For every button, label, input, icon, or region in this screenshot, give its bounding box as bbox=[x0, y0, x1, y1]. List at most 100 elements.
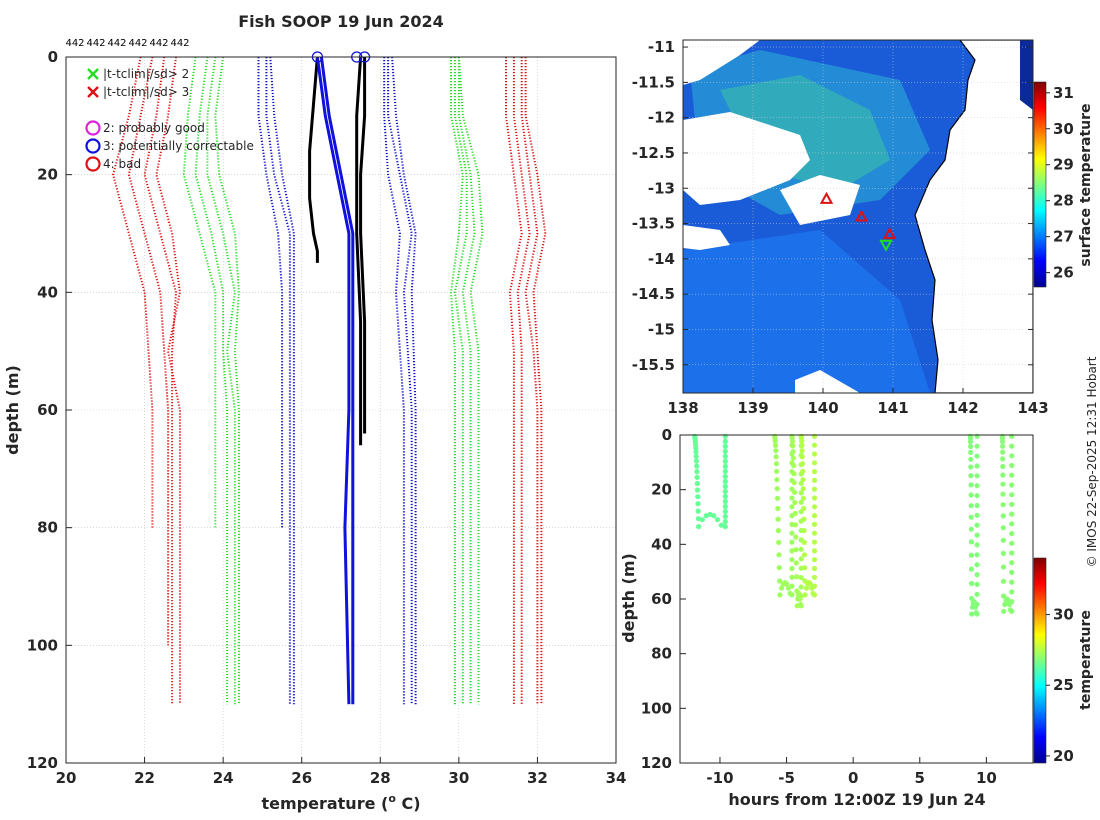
x-tick-label: 26 bbox=[291, 769, 312, 787]
cast-point bbox=[968, 473, 974, 479]
series-clim-mean-high-a bbox=[383, 57, 405, 705]
cast-point bbox=[974, 453, 980, 459]
map-colorbar bbox=[1033, 81, 1047, 288]
cast-point bbox=[789, 495, 795, 501]
series-clim-2sd-high-d bbox=[457, 56, 484, 705]
x-tick-label: 30 bbox=[448, 769, 469, 787]
legend-circle-marker bbox=[85, 120, 101, 136]
cast-point bbox=[811, 504, 818, 510]
cast-point bbox=[811, 469, 818, 475]
cast-point bbox=[1009, 569, 1015, 576]
cast-point bbox=[1000, 578, 1007, 584]
cast-point bbox=[798, 490, 804, 496]
cast-point bbox=[802, 592, 808, 598]
depth-time-xlabel: hours from 12:00Z 19 Jun 24 bbox=[728, 790, 985, 809]
map-land-fill-dark bbox=[1020, 40, 1033, 110]
map-cloud-5 bbox=[795, 370, 860, 393]
map-cbar-tick-label: 31 bbox=[1053, 84, 1074, 102]
cast-point bbox=[775, 505, 781, 512]
cast-point bbox=[789, 548, 795, 554]
map-axes-box bbox=[682, 39, 1034, 394]
cast-point bbox=[968, 449, 974, 455]
cast-point bbox=[791, 463, 797, 469]
dt-x-tick-label: 5 bbox=[915, 769, 925, 787]
dt-y-tick-label: 40 bbox=[651, 535, 672, 553]
cast-point bbox=[722, 483, 728, 490]
cast-point bbox=[802, 565, 808, 571]
depth-time-points bbox=[692, 433, 1015, 617]
map-x-tick-label: 143 bbox=[1017, 399, 1048, 417]
cast-point bbox=[1009, 443, 1015, 449]
cast-point bbox=[1009, 589, 1015, 595]
map-x-tick-label: 141 bbox=[877, 399, 908, 417]
cast-point bbox=[811, 442, 818, 448]
cast-point bbox=[694, 480, 700, 487]
cast-point bbox=[772, 438, 778, 444]
cast-point bbox=[792, 510, 798, 516]
x-tick-label: 32 bbox=[527, 769, 548, 787]
cast-point bbox=[695, 516, 702, 522]
cast-point bbox=[1000, 456, 1006, 462]
legend-x-marker bbox=[87, 86, 99, 98]
cast-point bbox=[1000, 463, 1006, 470]
header-label: 442 bbox=[149, 38, 168, 49]
header-label: 442 bbox=[86, 38, 105, 49]
profile-series bbox=[112, 56, 547, 705]
cast-point bbox=[1009, 540, 1015, 546]
cast-point bbox=[695, 494, 701, 500]
cast-point bbox=[811, 574, 818, 580]
cast-point bbox=[974, 532, 980, 538]
temperature-colorbar-ticks: 20 25 30 bbox=[1046, 606, 1074, 765]
cast-point bbox=[811, 548, 818, 554]
cast-point bbox=[1000, 513, 1006, 519]
cast-point bbox=[974, 512, 980, 518]
x-tick-label: 28 bbox=[370, 769, 391, 787]
cast-point bbox=[722, 488, 728, 495]
dt-y-tick-label: 0 bbox=[662, 426, 672, 444]
cast-point bbox=[693, 453, 699, 459]
cast-point bbox=[811, 460, 818, 466]
cast-point bbox=[1009, 453, 1015, 459]
cast-point bbox=[791, 480, 797, 486]
map-cloud-4 bbox=[683, 225, 730, 250]
cast-point bbox=[968, 514, 974, 520]
y-tick-label: 60 bbox=[37, 401, 58, 419]
cast-point bbox=[793, 534, 799, 540]
cast-point bbox=[801, 528, 807, 534]
legend-circle-marker bbox=[85, 138, 101, 154]
legend-label: 3: potentially correctable bbox=[103, 139, 254, 153]
temperature-colorbar bbox=[1033, 557, 1047, 764]
y-tick-label: 0 bbox=[48, 48, 58, 66]
map-cbar-tick-label: 28 bbox=[1053, 192, 1074, 210]
cast-point bbox=[784, 581, 790, 587]
cast-point bbox=[722, 458, 728, 464]
map-marker-triangle-up bbox=[882, 227, 897, 240]
cast-point bbox=[800, 461, 806, 467]
cast-point bbox=[974, 542, 980, 548]
temp-cbar-tick-label: 25 bbox=[1053, 676, 1074, 694]
cast-point bbox=[696, 524, 702, 530]
cast-point bbox=[974, 463, 980, 469]
cast-point bbox=[693, 449, 699, 455]
cast-point bbox=[798, 556, 804, 562]
dt-x-tick-label: 10 bbox=[976, 769, 997, 787]
series-clim-2sd-high-a bbox=[449, 57, 464, 705]
cast-point bbox=[1000, 443, 1006, 449]
cast-point bbox=[722, 503, 728, 510]
map-ticks: 138 139 140 141 142 143 -11 -11.5 -12 -12.5 -13 -13… bbox=[632, 38, 1049, 417]
cast-point bbox=[775, 516, 781, 522]
cast-point bbox=[694, 463, 700, 469]
series-clim-mean-high-c bbox=[391, 56, 417, 705]
map-x-tick-label: 138 bbox=[667, 399, 698, 417]
profile-ylabel: depth (m) bbox=[3, 365, 22, 455]
map-cbar-tick-label: 30 bbox=[1053, 120, 1074, 138]
legend-label: |t-tclim|/sd> 2 bbox=[103, 67, 189, 81]
cast-point bbox=[1009, 608, 1015, 614]
series-profile-2 bbox=[315, 56, 351, 705]
series-clim-mean-low-a bbox=[257, 57, 284, 528]
cast-point bbox=[776, 539, 782, 546]
cast-point bbox=[999, 439, 1006, 445]
series-clim-mean-high-b bbox=[387, 57, 413, 705]
map-cbar-tick-label: 27 bbox=[1053, 228, 1074, 246]
